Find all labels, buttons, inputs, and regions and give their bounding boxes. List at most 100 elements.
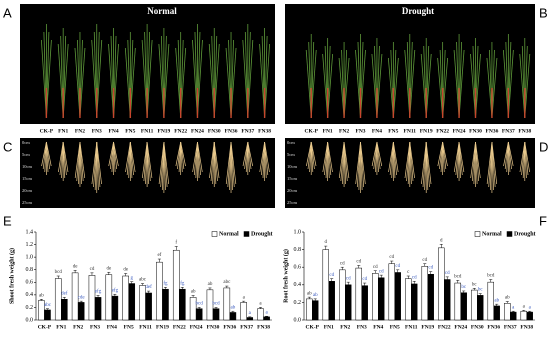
- bar: [460, 292, 467, 321]
- significance-letter: d: [325, 240, 328, 245]
- bar: [246, 317, 254, 321]
- root: [327, 141, 333, 173]
- significance-letter: cd: [379, 269, 384, 274]
- bar: [162, 288, 169, 321]
- y-tick-label: 0.4: [294, 282, 302, 288]
- y-axis-label: Root fresh weight (g): [282, 249, 289, 303]
- significance-letter: cd: [428, 266, 433, 271]
- root: [213, 141, 220, 179]
- root: [46, 141, 52, 167]
- bar: [257, 308, 264, 321]
- root: [508, 141, 512, 170]
- error-bar: [180, 287, 184, 290]
- x-tick-label: FN30: [471, 324, 484, 330]
- leaf: [40, 39, 47, 119]
- leaf: [442, 57, 449, 119]
- bar: [44, 309, 51, 321]
- bar: [427, 273, 434, 321]
- condition-label: Normal: [147, 6, 177, 16]
- error-bar: [522, 310, 526, 312]
- leaf: [96, 39, 103, 119]
- significance-letter: cd: [422, 258, 427, 263]
- significance-letter: f: [175, 241, 177, 246]
- error-bar: [56, 275, 60, 279]
- x-tick-label: FN2: [340, 324, 350, 330]
- root: [491, 141, 498, 185]
- significance-letter: cd: [362, 277, 367, 282]
- significance-letter: bcd: [454, 275, 462, 280]
- error-bar: [39, 299, 43, 301]
- y-axis-label: Shoot fresh weight (g): [8, 248, 15, 304]
- error-bar: [489, 279, 493, 283]
- line-label: FN3: [92, 128, 102, 134]
- significance-letter: fg: [163, 281, 168, 286]
- line-label: FN1: [323, 128, 333, 134]
- y-tick-label: 0.4: [26, 292, 34, 298]
- leaf: [404, 49, 411, 119]
- y-tick-label: 1.2: [26, 242, 34, 248]
- panel-letter: D: [539, 139, 548, 154]
- significance-letter: de: [73, 264, 79, 269]
- line-label: FN30: [208, 128, 221, 134]
- leaf: [486, 57, 493, 119]
- significance-letter: ab: [505, 296, 510, 301]
- bar: [54, 278, 62, 321]
- bar: [444, 279, 451, 321]
- leaf: [360, 49, 366, 119]
- ruler-label: 20cm: [22, 188, 32, 193]
- root: [442, 141, 447, 170]
- error-bar: [472, 288, 476, 291]
- ruler-label: 0cm: [287, 140, 295, 145]
- line-label: FN38: [258, 128, 271, 134]
- x-tick-label: FN22: [438, 324, 451, 330]
- error-bar: [157, 258, 161, 263]
- significance-letter: abc: [139, 278, 147, 283]
- root: [230, 141, 237, 185]
- x-tick-label: FN38: [257, 324, 270, 330]
- x-tick-label: FN11: [405, 324, 418, 330]
- root: [129, 141, 136, 173]
- root: [46, 141, 50, 170]
- error-bar: [313, 298, 317, 301]
- error-bar: [197, 307, 201, 309]
- line-label: FN2: [75, 128, 85, 134]
- line-label: FN5: [388, 128, 398, 134]
- bar: [94, 297, 102, 321]
- line-label: FN24: [453, 128, 466, 134]
- y-tick-label: 1.4: [26, 229, 34, 235]
- ruler-label: 15cm: [287, 176, 297, 181]
- line-label: FN37: [241, 128, 254, 134]
- bar: [139, 285, 146, 321]
- leaf: [470, 53, 476, 119]
- root: [146, 141, 153, 179]
- leaf: [507, 49, 514, 119]
- legend-swatch: [243, 231, 250, 237]
- legend-swatch: [506, 231, 513, 237]
- leaf: [264, 43, 271, 119]
- significance-letter: abc: [223, 280, 231, 285]
- ruler-label: 20cm: [287, 188, 297, 193]
- line-label: FN36: [486, 128, 499, 134]
- bar: [411, 283, 418, 321]
- legend-label: Normal: [219, 231, 239, 237]
- significance-letter: ab: [313, 293, 318, 298]
- x-tick-label: FN1: [56, 324, 66, 330]
- root: [96, 141, 102, 185]
- leaf: [45, 39, 52, 119]
- bar: [405, 278, 412, 321]
- line-label: FN2: [339, 128, 349, 134]
- error-bar: [429, 271, 433, 275]
- significance-letter: de: [106, 266, 112, 271]
- bar: [504, 303, 511, 321]
- error-bar: [340, 266, 344, 270]
- significance-letter: def: [61, 292, 68, 297]
- significance-letter: a: [249, 311, 252, 316]
- error-bar: [174, 246, 178, 251]
- significance-letter: bc: [478, 288, 484, 293]
- x-tick-label: FN24: [190, 324, 203, 330]
- y-tick-label: 0.8: [26, 267, 34, 273]
- bar: [306, 298, 313, 321]
- error-bar: [96, 295, 100, 298]
- significance-letter: cd: [395, 264, 400, 269]
